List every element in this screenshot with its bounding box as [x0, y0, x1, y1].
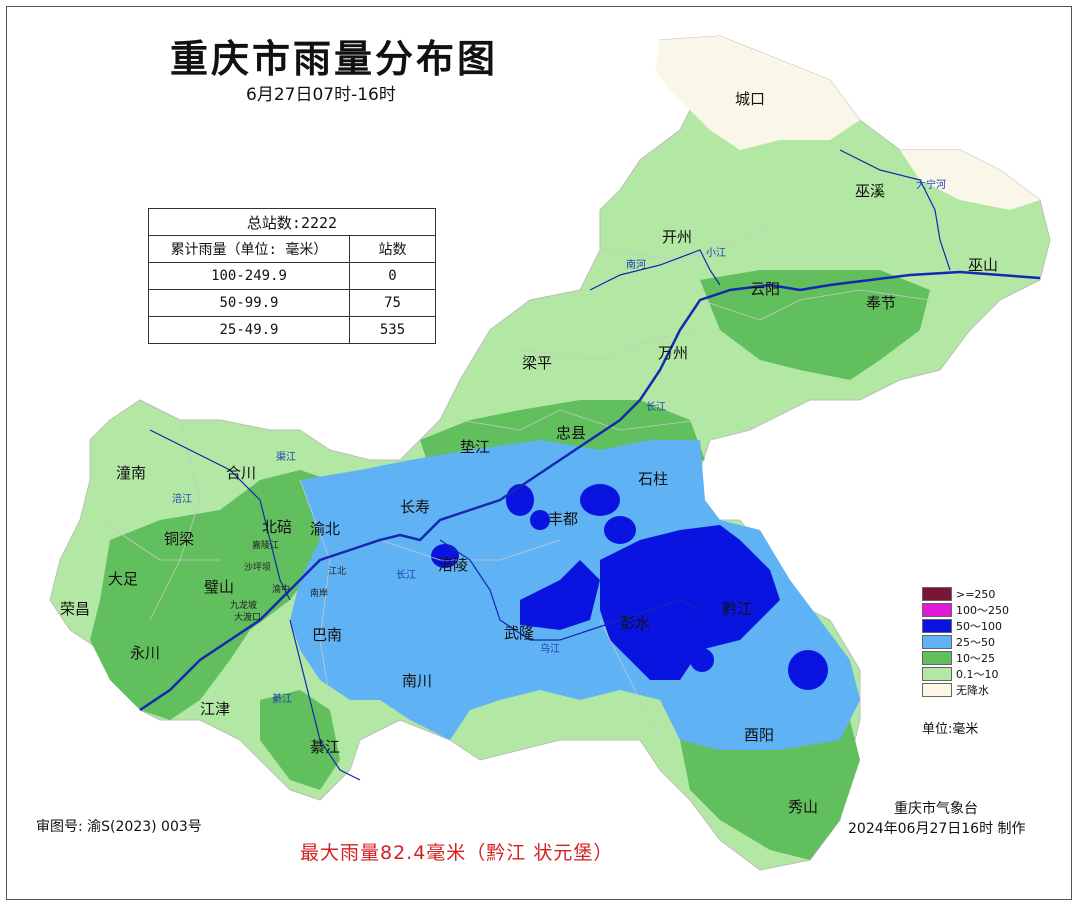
approval-number: 审图号: 渝S(2023) 003号: [36, 819, 202, 835]
legend-item: 10～25: [922, 650, 1009, 666]
legend-item: 50～100: [922, 618, 1009, 634]
district-label: 奉节: [866, 294, 897, 312]
col-header-rain: 累计雨量（单位: 毫米）: [148, 235, 350, 263]
district-label: 武隆: [504, 624, 535, 642]
small-label: 江北: [328, 567, 347, 577]
river-label: 綦江: [272, 694, 292, 705]
map-subtitle: 6月27日07时-16时: [246, 85, 396, 105]
district-label: 渝北: [310, 520, 341, 538]
river-label: 长江: [396, 570, 416, 581]
river-changjiang: [139, 270, 1041, 712]
district-label: 巫山: [968, 256, 999, 274]
district-label: 长寿: [400, 498, 431, 516]
district-label: 荣昌: [60, 600, 91, 618]
river-wujiang: [439, 539, 701, 641]
legend-swatch: [922, 651, 952, 665]
range-cell: 50-99.9: [148, 289, 350, 317]
small-label: 南岸: [310, 589, 329, 599]
legend-swatch: [922, 635, 952, 649]
district-label: 开州: [662, 228, 693, 246]
small-label: 沙坪坝: [244, 563, 272, 573]
table-row: 25-49.9 535: [148, 316, 436, 344]
legend-swatch: [922, 603, 952, 617]
district-label: 潼南: [116, 464, 147, 482]
max-rainfall-note: 最大雨量82.4毫米（黔江 状元堡）: [300, 842, 614, 864]
river-daning: [839, 149, 951, 271]
legend-swatch: [922, 667, 952, 681]
small-label: 嘉陵江: [252, 541, 280, 551]
legend-item: 100～250: [922, 602, 1009, 618]
region-green: [700, 270, 930, 380]
legend-item: 0.1～10: [922, 666, 1009, 682]
station-stats-table: 总站数:2222 累计雨量（单位: 毫米） 站数 100-249.9 0 50-…: [148, 208, 436, 344]
district-label: 酉阳: [744, 726, 775, 744]
production-time: 2024年06月27日16时 制作: [848, 821, 1026, 837]
district-label: 巴南: [312, 626, 343, 644]
table-row: 50-99.9 75: [148, 289, 436, 317]
river-jialing: [149, 429, 291, 601]
organization: 重庆市气象台: [894, 801, 978, 817]
district-label: 江津: [200, 700, 231, 718]
river-label: 乌江: [540, 644, 560, 655]
legend-item: 无降水: [922, 682, 1009, 698]
region-green: [90, 470, 340, 720]
legend-swatch: [922, 683, 952, 697]
legend-item: 25～50: [922, 634, 1009, 650]
count-cell: 535: [349, 316, 436, 344]
river-label: 渠江: [276, 452, 296, 463]
region-dark-blue: [431, 484, 828, 690]
district-label: 黔江: [722, 600, 753, 618]
district-label: 南川: [402, 672, 433, 690]
district-label: 巫溪: [855, 182, 886, 200]
river-label: 小江: [706, 248, 726, 259]
legend-unit: 单位:毫米: [922, 722, 979, 737]
count-cell: 75: [349, 289, 436, 317]
river-label: 涪江: [172, 494, 192, 505]
river-label: 长江: [646, 402, 666, 413]
district-label: 梁平: [522, 354, 553, 372]
district-label: 丰都: [548, 510, 579, 528]
legend-swatch: [922, 619, 952, 633]
map-frame: [6, 6, 1072, 900]
total-stations: 总站数:2222: [148, 208, 436, 236]
region-no-rain: [655, 36, 860, 150]
range-cell: 100-249.9: [148, 262, 350, 290]
legend: >=250 100～250 50～100 25～50 10～25 0.1～10 …: [922, 586, 1009, 698]
district-label: 涪陵: [438, 556, 469, 574]
region-green: [260, 690, 340, 790]
small-label: 九龙坡: [230, 601, 258, 611]
district-label: 垫江: [460, 438, 491, 456]
district-borders: [99, 219, 931, 741]
district-label: 云阳: [750, 280, 781, 298]
legend-item: >=250: [922, 586, 1009, 602]
range-cell: 25-49.9: [148, 316, 350, 344]
district-label: 石柱: [638, 470, 669, 488]
small-label: 渝中: [272, 585, 291, 595]
district-label: 忠县: [556, 424, 587, 442]
district-label: 璧山: [204, 578, 235, 596]
district-label: 大足: [108, 570, 139, 588]
district-label: 铜梁: [164, 530, 195, 548]
river-xiaojiang: [589, 249, 721, 291]
legend-swatch: [922, 587, 952, 601]
district-label: 万州: [658, 344, 689, 362]
district-label: 永川: [130, 644, 161, 662]
district-label: 綦江: [310, 738, 341, 756]
district-label: 合川: [226, 464, 257, 482]
small-label: 大渡口: [234, 613, 262, 623]
district-label: 彭水: [620, 614, 651, 632]
district-label: 北碚: [262, 518, 293, 536]
river-label: 大宁河: [916, 180, 946, 191]
table-row: 100-249.9 0: [148, 262, 436, 290]
region-green: [680, 720, 860, 860]
region-no-rain: [900, 150, 1040, 210]
district-label: 城口: [735, 90, 766, 108]
col-header-stations: 站数: [349, 235, 436, 263]
count-cell: 0: [349, 262, 436, 290]
river-qijiang: [289, 619, 361, 781]
district-label: 秀山: [788, 798, 819, 816]
map-title: 重庆市雨量分布图: [170, 36, 499, 81]
river-label: 南河: [626, 260, 646, 271]
